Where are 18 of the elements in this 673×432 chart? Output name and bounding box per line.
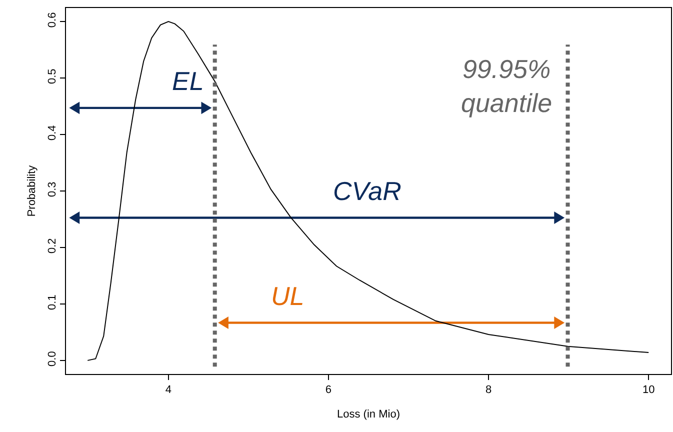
line-series bbox=[87, 21, 650, 361]
y-axis-title: Probability bbox=[26, 164, 38, 217]
x-axis-title: Loss (in Mio) bbox=[337, 408, 400, 420]
y-tick-label: 0.4 bbox=[46, 125, 59, 141]
y-tick-label: 0.0 bbox=[46, 351, 59, 366]
y-tick-label: 0.5 bbox=[46, 68, 59, 84]
ref-line-label: 99.95% quantile bbox=[461, 54, 552, 118]
annotation: EL bbox=[172, 66, 204, 96]
x-tick-label: 8 bbox=[485, 384, 492, 396]
x-tick-label: 10 bbox=[642, 384, 655, 396]
annotation: UL bbox=[271, 281, 304, 311]
y-tick-label: 0.3 bbox=[46, 182, 59, 197]
y-tick-label: 0.6 bbox=[46, 12, 59, 28]
x-tick-label: 4 bbox=[165, 384, 172, 396]
y-tick-label: 0.1 bbox=[46, 294, 59, 310]
y-tick-label: 0.2 bbox=[46, 238, 59, 254]
x-tick-label: 6 bbox=[325, 384, 332, 396]
annotation: CVaR bbox=[333, 176, 402, 206]
